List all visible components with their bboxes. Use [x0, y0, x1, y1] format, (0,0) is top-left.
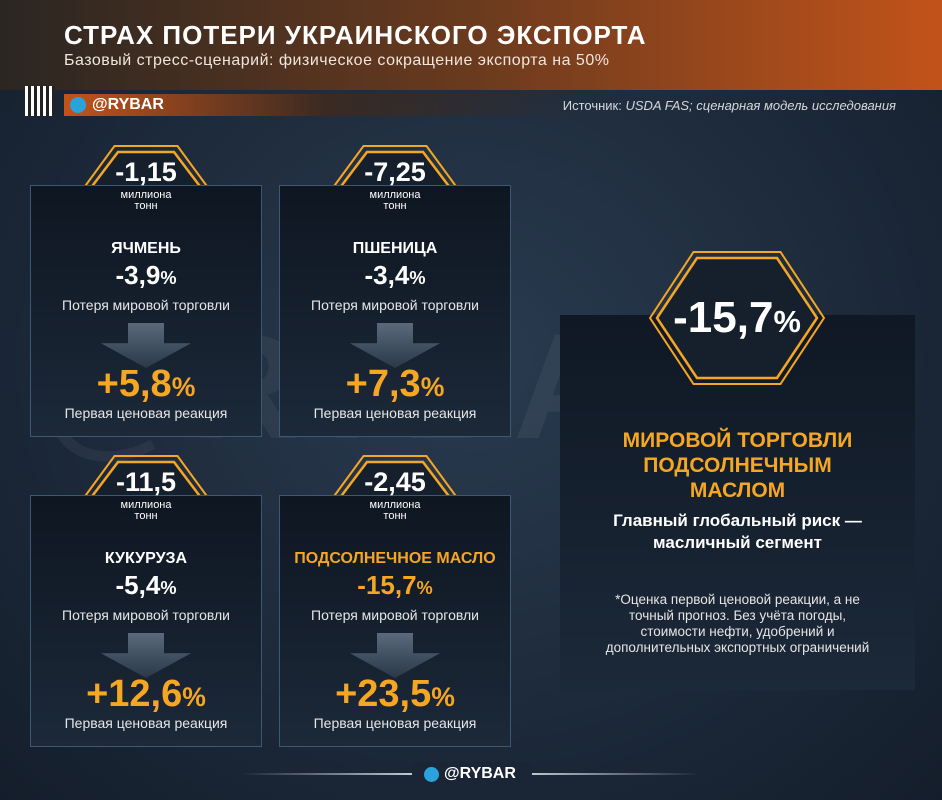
- source-label: Источник:: [562, 98, 622, 113]
- trade-value: -3,4%: [279, 260, 511, 291]
- footer-icon: [424, 767, 439, 782]
- panel-title: МИРОВОЙ ТОРГОВЛИ ПОДСОЛНЕЧНЫМ МАСЛОМ: [622, 429, 853, 502]
- crop-name: ЯЧМЕНЬ: [111, 240, 181, 257]
- brand: @RYBAR: [92, 96, 164, 113]
- price-number: +12,6: [86, 673, 183, 715]
- unit: миллиона тонн: [120, 499, 172, 522]
- price-value: +7,3%: [279, 363, 511, 406]
- trade-unit: %: [160, 268, 177, 288]
- trade-number: -15,7: [357, 570, 417, 600]
- price-unit: %: [171, 372, 196, 402]
- price-value: +12,6%: [30, 673, 262, 716]
- card: [30, 495, 262, 747]
- trade-label: Потеря мировой торговли: [62, 297, 230, 313]
- hexagon: [648, 251, 826, 385]
- panel-value: -15,7%: [637, 293, 837, 343]
- price-number: +7,3: [345, 363, 421, 405]
- crop-name: КУКУРУЗА: [104, 550, 188, 567]
- header-bar: [0, 0, 942, 90]
- trade-value: -3,9%: [30, 260, 262, 291]
- hexagon: [655, 256, 819, 380]
- trade-unit: %: [409, 268, 426, 288]
- volume: -7,25: [364, 157, 426, 187]
- price-value: +23,5%: [279, 673, 511, 716]
- trade-label: Потеря мировой торговли: [62, 607, 230, 623]
- price-label: Первая ценовая реакция: [64, 405, 228, 421]
- card: [279, 495, 511, 747]
- panel-note: *Оценка первой ценовой реакции, а не точ…: [605, 592, 870, 655]
- crop-name: ПШЕНИЦА: [352, 240, 438, 257]
- footer-brand: @RYBAR: [444, 765, 516, 782]
- panel-unit: %: [773, 304, 801, 339]
- source-text: USDA FAS; сценарная модель исследования: [625, 98, 896, 113]
- panel-number: -15,7: [673, 293, 774, 342]
- source: Источник: USDA FAS; сценарная модель исс…: [563, 98, 896, 113]
- telegram-icon: [70, 97, 86, 113]
- trade-value: -15,7%: [279, 570, 511, 601]
- brand-bar: [64, 94, 939, 116]
- trade-number: -3,4: [364, 260, 410, 290]
- panel-subtitle: Главный глобальный риск — масличный сегм…: [613, 511, 862, 552]
- subtitle: Базовый стресс-сценарий: физическое сокр…: [64, 52, 610, 69]
- price-number: +5,8: [96, 363, 172, 405]
- qr-code: [25, 86, 55, 116]
- trade-unit: %: [416, 578, 433, 598]
- price-label: Первая ценовая реакция: [64, 715, 228, 731]
- crop-name: ПОДСОЛНЕЧНОЕ МАСЛО: [294, 550, 496, 567]
- price-number: +23,5: [335, 673, 432, 715]
- price-unit: %: [420, 372, 445, 402]
- trade-number: -3,9: [115, 260, 161, 290]
- trade-label: Потеря мировой торговли: [311, 297, 479, 313]
- title: СТРАХ ПОТЕРИ УКРАИНСКОГО ЭКСПОРТА: [64, 20, 647, 50]
- trade-value: -5,4%: [30, 570, 262, 601]
- price-label: Первая ценовая реакция: [313, 715, 477, 731]
- unit: миллиона тонн: [120, 189, 172, 212]
- unit: миллиона тонн: [369, 499, 421, 522]
- volume: -2,45: [364, 467, 426, 497]
- trade-number: -5,4: [115, 570, 161, 600]
- card: [279, 185, 511, 437]
- price-value: +5,8%: [30, 363, 262, 406]
- card: [30, 185, 262, 437]
- price-unit: %: [182, 682, 206, 712]
- volume: -1,15: [115, 157, 177, 187]
- trade-label: Потеря мировой торговли: [311, 607, 479, 623]
- price-label: Первая ценовая реакция: [313, 405, 477, 421]
- trade-unit: %: [160, 578, 177, 598]
- volume: -11,5: [115, 467, 177, 497]
- unit: миллиона тонн: [369, 189, 421, 212]
- price-unit: %: [431, 682, 455, 712]
